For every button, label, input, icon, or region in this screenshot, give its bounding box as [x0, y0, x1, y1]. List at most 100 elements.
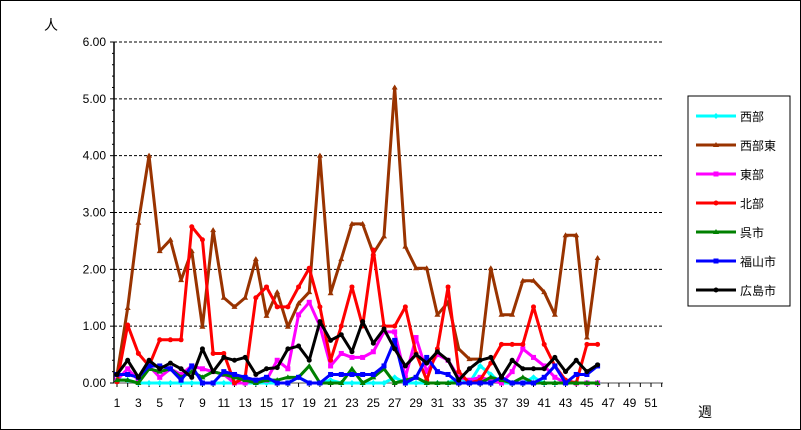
data-point — [338, 256, 345, 262]
data-point — [199, 346, 205, 352]
data-point — [274, 380, 280, 386]
data-point — [178, 377, 184, 383]
series-line — [115, 225, 598, 385]
data-point — [381, 380, 387, 386]
data-point — [392, 323, 398, 329]
data-point — [348, 220, 355, 226]
data-point — [125, 366, 131, 372]
data-point — [285, 304, 291, 310]
legend-marker — [713, 287, 719, 293]
data-point — [349, 284, 355, 290]
data-point — [595, 362, 601, 368]
legend-label: 福山市 — [740, 254, 776, 269]
x-tick-label: 9 — [199, 396, 206, 410]
data-point — [434, 352, 440, 358]
data-point — [541, 366, 547, 372]
data-point — [434, 349, 440, 355]
data-point — [391, 84, 398, 90]
data-point — [520, 366, 526, 372]
data-point — [402, 243, 409, 249]
legend-label: 西部 — [740, 109, 764, 124]
data-point — [220, 294, 227, 300]
data-point — [124, 377, 131, 383]
data-point — [551, 311, 558, 317]
data-point — [210, 380, 216, 386]
x-tick-label: 35 — [473, 396, 487, 410]
data-point — [199, 380, 205, 386]
data-point — [488, 377, 494, 383]
data-point — [114, 377, 120, 383]
data-point — [306, 265, 312, 271]
data-point — [253, 377, 259, 383]
data-point — [328, 363, 334, 369]
data-point — [488, 354, 494, 360]
data-point — [573, 232, 580, 238]
y-tick-label: 3.00 — [83, 206, 107, 220]
x-tick-label: 21 — [324, 396, 338, 410]
data-point — [509, 369, 515, 375]
legend-label: 北部 — [740, 196, 764, 211]
data-point — [264, 284, 270, 290]
data-point — [348, 380, 355, 386]
data-point — [370, 340, 376, 346]
y-tick-label: 5.00 — [83, 92, 107, 106]
data-point — [509, 341, 515, 347]
data-point — [146, 363, 152, 369]
data-point — [573, 380, 580, 385]
data-point — [466, 356, 473, 362]
data-point — [519, 277, 526, 283]
data-point — [125, 322, 131, 328]
data-point — [360, 371, 366, 377]
data-point — [573, 371, 579, 377]
data-point — [306, 299, 312, 305]
data-point — [338, 323, 344, 329]
data-point — [552, 374, 558, 380]
series-line — [115, 320, 599, 382]
data-point — [487, 374, 494, 380]
x-tick-label: 17 — [281, 396, 295, 410]
data-point — [221, 354, 227, 360]
data-point — [253, 295, 259, 301]
data-point — [456, 377, 462, 383]
data-point — [242, 294, 249, 300]
data-point — [124, 304, 131, 310]
data-point — [338, 350, 344, 356]
data-point — [509, 380, 515, 386]
data-point — [584, 341, 590, 347]
data-point — [413, 352, 419, 358]
x-axis-label: 週 — [698, 405, 712, 421]
data-point — [413, 265, 420, 271]
data-point — [157, 374, 163, 380]
data-point — [594, 380, 601, 385]
legend-marker — [713, 142, 719, 147]
data-point — [541, 341, 547, 347]
legend-label: 東部 — [740, 167, 764, 182]
data-point — [348, 365, 355, 371]
data-point — [242, 374, 248, 380]
data-point — [157, 337, 163, 343]
data-point — [434, 369, 440, 375]
data-point — [402, 380, 408, 386]
data-point — [157, 363, 163, 369]
data-point — [252, 256, 259, 262]
data-point — [338, 380, 345, 385]
x-tick-label: 31 — [431, 396, 445, 410]
data-point — [114, 371, 120, 377]
data-point — [317, 304, 323, 310]
data-point — [477, 380, 483, 386]
data-point — [594, 254, 601, 260]
data-point — [242, 354, 248, 360]
data-point — [456, 369, 462, 375]
data-point — [167, 366, 173, 372]
data-point — [456, 380, 462, 386]
data-point — [562, 232, 569, 238]
data-point — [509, 357, 515, 363]
data-point — [573, 357, 579, 363]
data-point — [445, 371, 451, 377]
data-point — [210, 369, 216, 375]
data-point — [167, 236, 174, 242]
series-1 — [114, 84, 601, 378]
x-tick-label: 43 — [559, 396, 573, 410]
data-point — [167, 337, 173, 343]
